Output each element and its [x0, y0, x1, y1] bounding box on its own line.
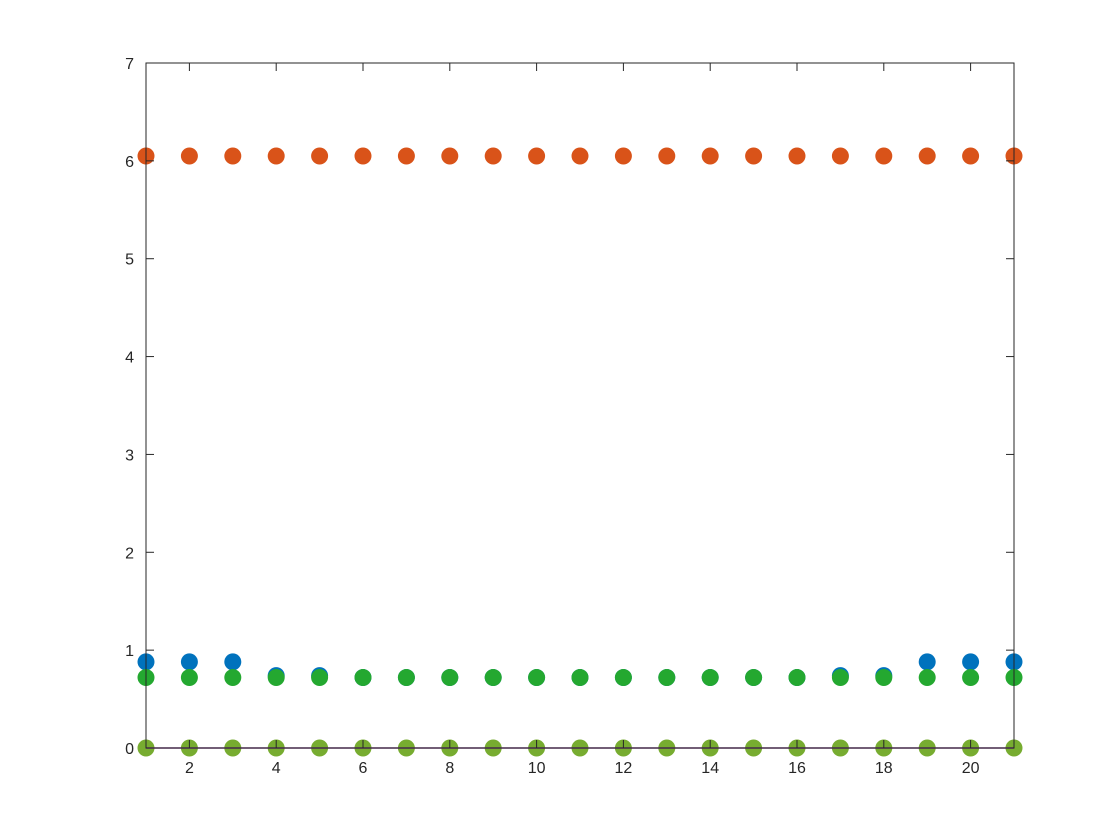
- data-point: [918, 147, 936, 165]
- data-point: [918, 653, 936, 671]
- data-point: [658, 669, 676, 687]
- data-point: [180, 669, 198, 687]
- data-point: [745, 147, 763, 165]
- y-tick-label: 3: [125, 447, 134, 464]
- data-point: [311, 147, 329, 165]
- chart-marks: [137, 147, 1023, 757]
- x-tick-label: 16: [788, 760, 806, 777]
- data-point: [658, 147, 676, 165]
- data-point: [788, 669, 806, 687]
- x-tick-label: 18: [875, 760, 893, 777]
- series-2: [137, 147, 1023, 165]
- y-tick-label: 1: [125, 643, 134, 660]
- x-tick-label: 8: [445, 760, 454, 777]
- y-tick-label: 6: [125, 154, 134, 171]
- x-tick-label: 2: [185, 760, 194, 777]
- data-point: [484, 147, 502, 165]
- plot-background: [146, 63, 1014, 748]
- data-point: [484, 669, 502, 687]
- data-point: [180, 147, 198, 165]
- data-point: [745, 669, 763, 687]
- data-point: [397, 147, 415, 165]
- data-point: [397, 669, 415, 687]
- data-point: [528, 147, 546, 165]
- data-point: [701, 147, 719, 165]
- data-point: [571, 669, 589, 687]
- series-5: [137, 669, 1023, 687]
- data-point: [528, 669, 546, 687]
- data-point: [311, 669, 329, 687]
- data-point: [267, 147, 285, 165]
- x-tick-label: 20: [962, 760, 980, 777]
- data-point: [962, 653, 980, 671]
- data-point: [701, 669, 719, 687]
- y-tick-label: 7: [125, 56, 134, 73]
- data-point: [918, 669, 936, 687]
- data-point: [614, 669, 632, 687]
- x-tick-label: 4: [272, 760, 281, 777]
- y-tick-label: 0: [125, 741, 134, 758]
- data-point: [354, 669, 372, 687]
- y-tick-label: 2: [125, 545, 134, 562]
- data-point: [267, 669, 285, 687]
- data-point: [875, 669, 893, 687]
- data-point: [788, 147, 806, 165]
- x-tick-label: 14: [701, 760, 719, 777]
- x-tick-label: 10: [528, 760, 546, 777]
- data-point: [831, 147, 849, 165]
- data-point: [614, 147, 632, 165]
- data-point: [224, 653, 242, 671]
- data-point: [224, 147, 242, 165]
- plot-area: [146, 63, 1014, 748]
- data-point: [875, 147, 893, 165]
- y-tick-label: 4: [125, 350, 134, 367]
- data-point: [962, 147, 980, 165]
- axes-box: [145, 62, 1015, 749]
- y-tick-label: 5: [125, 252, 134, 269]
- data-point: [571, 147, 589, 165]
- data-point: [180, 653, 198, 671]
- x-tick-label: 12: [615, 760, 633, 777]
- data-point: [831, 669, 849, 687]
- x-tick-label: 6: [359, 760, 368, 777]
- data-point: [224, 669, 242, 687]
- data-point: [441, 147, 459, 165]
- data-point: [441, 669, 459, 687]
- data-point: [354, 147, 372, 165]
- data-point: [962, 669, 980, 687]
